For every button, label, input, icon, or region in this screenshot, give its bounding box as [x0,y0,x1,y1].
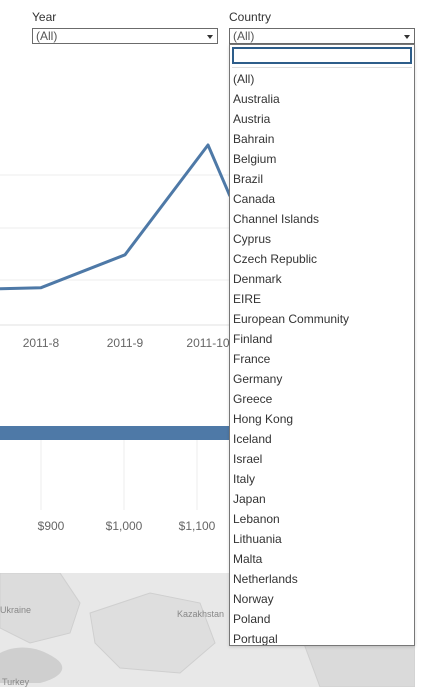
map-label-kazakhstan: Kazakhstan [177,609,225,619]
country-option[interactable]: Belgium [233,152,277,166]
country-filter-label: Country [229,10,272,24]
country-option[interactable]: Malta [233,552,263,566]
chevron-down-icon [207,35,213,39]
map-sea [0,647,63,683]
country-option[interactable]: Canada [233,192,276,206]
country-option[interactable]: European Community [233,312,350,326]
country-option[interactable]: Poland [233,612,271,626]
country-option[interactable]: Austria [233,112,271,126]
line-chart: 2011-8 2011-9 2011-10 [0,143,232,350]
country-option[interactable]: Lithuania [233,532,282,546]
country-option[interactable]: Netherlands [233,572,298,586]
country-option[interactable]: Finland [233,332,273,346]
line-points [40,144,209,288]
country-option[interactable]: Japan [233,492,266,506]
country-options-list: (All) Australia Austria Bahrain Belgium Brazi… [230,69,414,646]
map-label-turkey: Turkey [2,677,30,687]
country-option[interactable]: Israel [233,452,263,466]
country-option[interactable]: Greece [233,392,273,406]
country-option[interactable]: Norway [233,592,274,606]
country-dropdown: (All) Australia Austria Bahrain Belgium Brazi… [229,44,415,646]
country-option[interactable]: Germany [233,372,283,386]
country-option[interactable]: Iceland [233,432,272,446]
bar[interactable] [0,426,230,440]
map-region [0,573,81,644]
country-option[interactable]: France [233,352,271,366]
country-option[interactable]: Channel Islands [233,212,320,226]
x-tick-label: 2011-9 [107,336,144,350]
country-filter-select[interactable]: (All) [229,28,415,44]
x-tick-label: 2011-10 [186,336,229,350]
line-series[interactable] [0,143,232,291]
country-option[interactable]: EIRE [233,292,262,306]
map-region [89,592,216,674]
country-option[interactable]: Italy [233,472,256,486]
country-option[interactable]: Czech Republic [233,252,318,266]
x-tick-label: $1,100 [179,519,216,533]
country-option[interactable]: Hong Kong [233,412,294,426]
country-option[interactable]: Australia [233,92,280,106]
chevron-down-icon [404,35,410,39]
country-option[interactable]: Cyprus [233,232,272,246]
x-tick-label: $900 [38,519,65,533]
line-chart-gridlines [0,174,229,326]
year-filter-value: (All) [36,29,58,43]
country-option[interactable]: Brazil [233,172,264,186]
country-option[interactable]: Portugal [233,632,278,646]
x-tick-label: 2011-8 [23,336,60,350]
bar-chart-gridlines [40,440,198,510]
line-x-axis: 2011-8 2011-9 2011-10 [23,336,230,350]
country-option[interactable]: (All) [233,72,255,86]
x-tick-label: $1,000 [106,519,143,533]
map-label-ukraine: Ukraine [0,605,32,615]
country-option[interactable]: Bahrain [233,132,275,146]
dropdown-divider [232,67,412,68]
country-option[interactable]: Denmark [233,272,282,286]
country-option[interactable]: Lebanon [233,512,280,526]
country-search-input[interactable] [232,47,412,64]
year-filter-select[interactable]: (All) [32,28,218,44]
country-filter-value: (All) [233,29,255,43]
bar-chart: $900 $1,000 $1,100 [0,426,230,533]
bar-x-axis: $900 $1,000 $1,100 [38,519,216,533]
year-filter-label: Year [32,10,57,24]
